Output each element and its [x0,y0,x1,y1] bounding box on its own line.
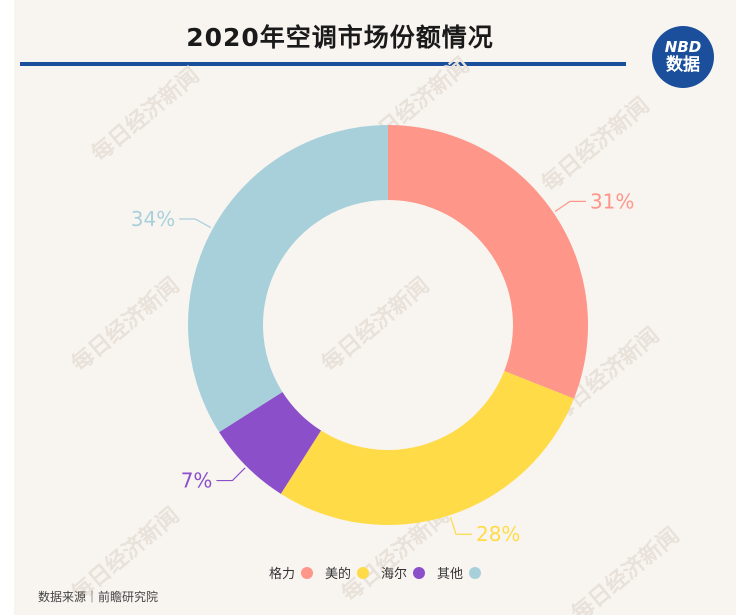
watermark-text: 每日经济新闻 [67,272,185,377]
legend-label: 海尔 [381,567,408,582]
chart-legend: 格力 美的 海尔 其他 [0,563,750,582]
leader-line-4 [179,218,212,229]
legend-item-1: 格力 [269,563,313,582]
logo-text-nbd: NBD [664,38,702,56]
legend-swatch [300,566,313,579]
legend-item-3: 海尔 [381,563,426,582]
donut-slice-2 [280,371,574,525]
legend-label: 格力 [268,567,295,582]
data-labels: 31% 28% 7% 34% [131,189,635,546]
source-note: 数据来源｜前瞻研究院 [38,590,159,604]
leader-line-1 [554,200,586,212]
label-leaders [179,200,586,535]
leader-line-2 [449,516,472,535]
data-label-3: 7% [181,469,213,493]
nbd-logo: NBD 数据 [652,26,714,88]
donut-slice-4 [187,125,388,433]
legend-item-2: 美的 [325,563,369,582]
legend-label: 其他 [437,567,464,582]
watermark-text: 每日经济新闻 [537,92,655,197]
legend-swatch [357,566,369,579]
legend-label: 美的 [324,567,351,582]
donut-slices [187,125,588,525]
legend-item-4: 其他 [437,563,482,582]
donut-slice-1 [388,125,588,399]
watermark-text: 每日经济新闻 [87,62,205,167]
watermark-text: 每日经济新闻 [317,272,435,377]
data-label-4: 34% [131,207,175,231]
leader-line-3 [216,467,246,482]
chart-title: 2020年空调市场份额情况 [186,23,494,52]
data-label-2: 28% [476,522,520,546]
title-divider [20,62,626,66]
donut-slice-3 [219,391,322,494]
logo-text-data: 数据 [666,55,700,75]
legend-swatch [413,566,426,579]
legend-swatch [469,566,482,579]
data-label-1: 31% [590,189,634,213]
